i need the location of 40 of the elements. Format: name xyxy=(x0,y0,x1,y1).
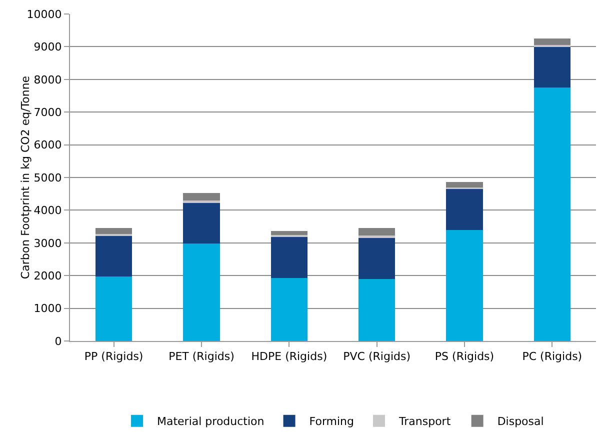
bar xyxy=(95,236,132,277)
bar xyxy=(446,182,483,188)
bar xyxy=(270,236,308,278)
bar xyxy=(358,278,396,341)
bar xyxy=(183,202,220,244)
y-tick-label: 2000 xyxy=(34,269,62,282)
x-tick-label: HDPE (Rigids) xyxy=(251,350,328,364)
x-tick-label: PP (Rigids) xyxy=(84,350,144,364)
bar xyxy=(95,228,132,234)
bar xyxy=(95,276,132,341)
bar xyxy=(534,38,571,46)
bar xyxy=(534,46,571,88)
y-axis-title: Carbon Footprint in kg CO2 eq/Tonne xyxy=(18,76,32,280)
bar xyxy=(534,87,571,341)
bar xyxy=(358,237,396,279)
legend-label: Transport xyxy=(398,415,452,428)
x-tick-label: PS (Rigids) xyxy=(434,350,494,364)
y-tick-label: 1000 xyxy=(34,302,62,316)
y-tick-label: 0 xyxy=(54,334,62,348)
x-tick-label: PC (Rigids) xyxy=(522,350,582,364)
y-tick-label: 3000 xyxy=(34,236,62,250)
bar xyxy=(270,230,308,236)
bar xyxy=(446,188,483,230)
y-tick-label: 6000 xyxy=(34,138,62,152)
bar xyxy=(270,278,308,341)
bar xyxy=(183,244,220,341)
bar xyxy=(358,228,396,236)
x-tick-label: PVC (Rigids) xyxy=(343,350,411,364)
y-tick-label: 4000 xyxy=(34,204,62,218)
bar xyxy=(183,193,220,201)
y-tick-label: 8000 xyxy=(34,73,62,86)
y-tick-label: 7000 xyxy=(34,106,62,119)
y-tick-label: 9000 xyxy=(34,40,62,54)
y-tick-label: 10000 xyxy=(26,8,62,21)
bar xyxy=(446,230,483,341)
legend-label: Material production xyxy=(157,415,264,428)
x-tick-label: PET (Rigids) xyxy=(168,350,234,364)
y-tick-label: 5000 xyxy=(34,171,62,184)
legend-label: Forming xyxy=(309,415,354,428)
legend-label: Disposal xyxy=(497,415,544,428)
